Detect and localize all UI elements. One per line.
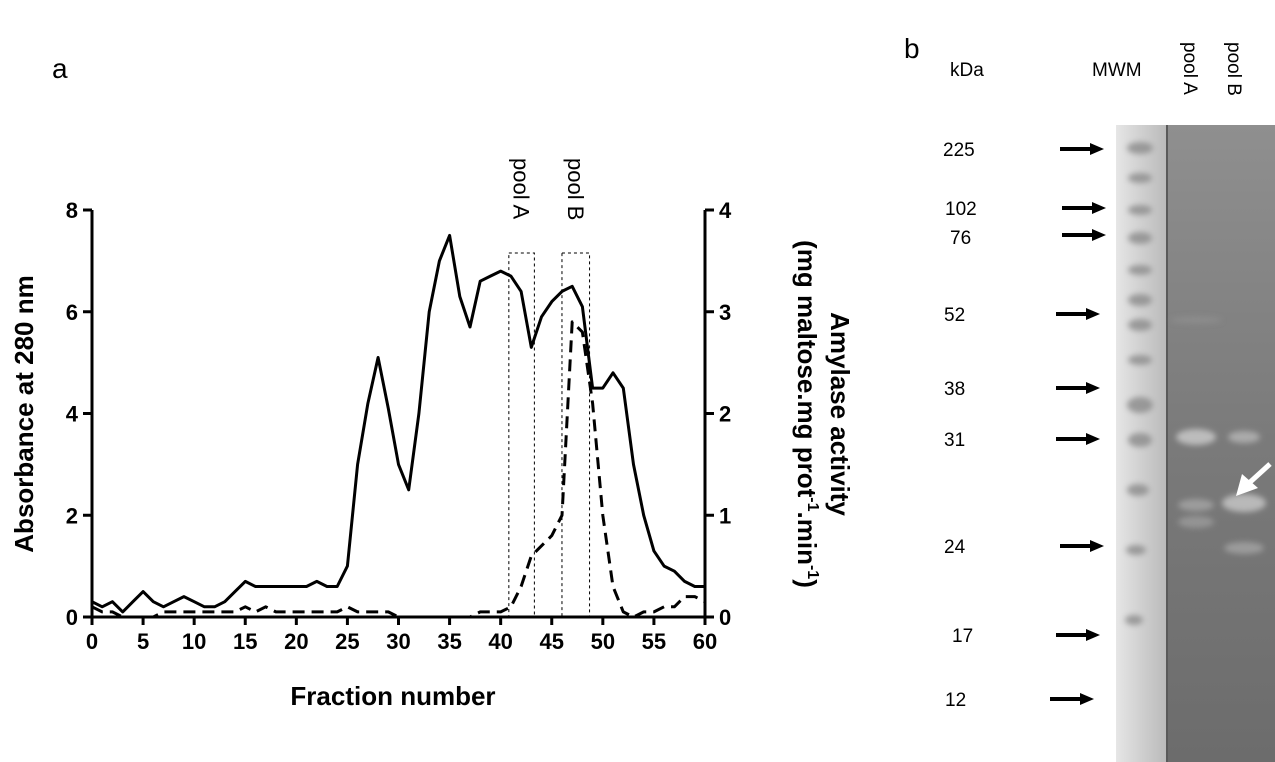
y-tick-label: 2	[66, 503, 78, 528]
y2-label-part2: .min	[792, 512, 822, 565]
x-axis-title: Fraction number	[290, 681, 495, 711]
y2-axis-title-line2: (mg maltose.mg prot-1.min-1)	[792, 240, 822, 588]
marker-label-12: 12	[945, 690, 966, 711]
marker-arrows: 225 102 76 52 38 31 24 17 12	[943, 140, 1106, 711]
pool-box-b	[561, 252, 591, 618]
x-tick-label: 40	[488, 629, 512, 654]
pool-label-b: pool B	[563, 158, 588, 220]
x-tick-label: 10	[182, 629, 206, 654]
x-tick-label: 35	[437, 629, 461, 654]
x-tick-label: 5	[137, 629, 149, 654]
gel-image	[1116, 125, 1275, 762]
x-tick-label: 15	[233, 629, 257, 654]
x-tick-label: 30	[386, 629, 410, 654]
panel-b-label: b	[904, 33, 920, 64]
panel-a-label: a	[52, 53, 68, 84]
lane-label-pool-a: pool A	[1179, 42, 1200, 95]
y2-tick-label: 2	[719, 402, 731, 427]
pool-label-a: pool A	[509, 158, 534, 219]
marker-arrow-head	[1086, 629, 1100, 641]
pool-box-a	[508, 252, 535, 618]
x-tick-label: 45	[540, 629, 564, 654]
marker-label-38: 38	[944, 379, 965, 400]
marker-label-17: 17	[952, 626, 973, 647]
x-tick-label: 25	[335, 629, 359, 654]
x-tick-label: 60	[693, 629, 717, 654]
y2-label-sup2: -1	[804, 565, 821, 579]
kda-label: kDa	[950, 60, 984, 81]
marker-arrow-head	[1086, 433, 1100, 445]
y2-tick-label: 3	[719, 300, 731, 325]
y2-tick-label: 0	[719, 605, 731, 630]
mwm-bands	[1125, 142, 1153, 625]
absorbance-line	[91, 233, 705, 614]
y2-axis-title-line1: Amylase activity	[825, 312, 855, 516]
lane-label-pool-b: pool B	[1223, 42, 1244, 96]
x-tick-label: 20	[284, 629, 308, 654]
y-tick-label: 6	[66, 300, 78, 325]
lane-label-mwm: MWM	[1092, 60, 1142, 81]
y2-label-sup1: -1	[804, 497, 821, 511]
marker-arrow-head	[1080, 693, 1094, 705]
y-tick-label: 8	[66, 198, 78, 223]
lane-divider	[1166, 125, 1168, 762]
marker-label-52: 52	[944, 305, 965, 326]
marker-label-31: 31	[944, 430, 965, 451]
y-tick-label: 0	[66, 605, 78, 630]
marker-arrow-head	[1086, 308, 1100, 320]
marker-arrow-head	[1092, 229, 1106, 241]
y2-label-part1: (mg maltose.mg prot	[792, 240, 822, 497]
y-tick-label: 4	[66, 402, 79, 427]
x-tick-label: 0	[86, 629, 98, 654]
marker-arrow-head	[1090, 143, 1104, 155]
marker-label-24: 24	[944, 537, 966, 558]
marker-arrow-head	[1086, 382, 1100, 394]
marker-arrow-head	[1090, 540, 1104, 552]
sample-bands	[1170, 317, 1266, 554]
white-arrow	[1236, 462, 1272, 496]
marker-label-76: 76	[950, 228, 971, 249]
y2-tick-label: 4	[719, 198, 732, 223]
x-tick-label: 55	[642, 629, 666, 654]
amylase-activity-line	[91, 320, 706, 619]
y2-tick-label: 1	[719, 503, 731, 528]
marker-arrow-head	[1092, 202, 1106, 214]
marker-label-225: 225	[943, 140, 975, 161]
y2-label-part3: )	[792, 579, 822, 588]
y-axis-title: Absorbance at 280 nm	[9, 275, 39, 552]
marker-label-102: 102	[945, 199, 977, 220]
x-tick-label: 50	[591, 629, 615, 654]
